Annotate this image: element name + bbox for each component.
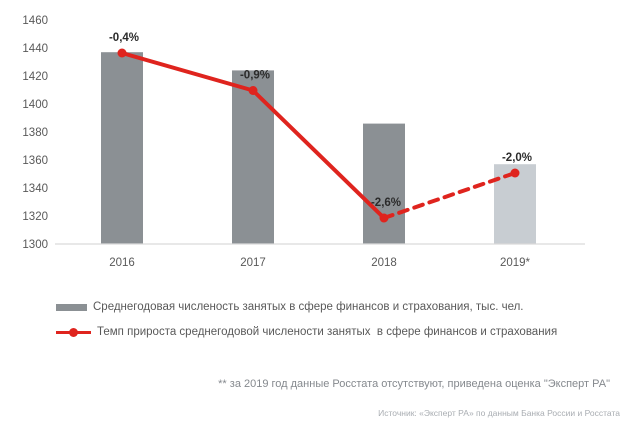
bar-swatch-icon (56, 303, 87, 311)
legend-item-bars: Среднегодовая численость занятых в сфере… (56, 301, 557, 313)
growth-label-2016: -0,4% (109, 32, 139, 44)
chart-svg: 1300 1320 1340 1360 1380 1400 1420 1440 1460 2016… (22, 15, 585, 269)
y-axis-tick-1320: 1320 (22, 211, 48, 223)
line-swatch-icon (56, 327, 91, 337)
y-axis-tick-1300: 1300 (22, 239, 48, 251)
y-axis-tick-1360: 1360 (22, 155, 48, 167)
legend-item-line: Темп прироста среднегодовой числености з… (56, 326, 557, 338)
bar-2016[interactable] (101, 52, 143, 245)
bar-2017[interactable] (232, 70, 274, 245)
legend: Среднегодовая численость занятых в сфере… (56, 301, 557, 338)
y-axis-tick-1380: 1380 (22, 127, 48, 139)
x-axis-tick-2018: 2018 (371, 257, 397, 269)
x-axis-tick-2016: 2016 (109, 257, 135, 269)
legend-label-bars: Среднегодовая численость занятых в сфере… (93, 301, 524, 313)
growth-point-2017[interactable] (248, 86, 258, 95)
growth-line-segment-1 (251, 88, 386, 220)
source-caption: Источник: «Эксперт РА» по данным Банка Р… (378, 408, 620, 418)
x-axis-tick-2017: 2017 (240, 257, 266, 269)
legend-label-line: Темп прироста среднегодовой числености з… (97, 326, 558, 338)
footnote: ** за 2019 год данные Росстата отсутству… (218, 378, 610, 390)
growth-label-2019*: -2,0% (502, 152, 532, 164)
y-axis-tick-1420: 1420 (22, 71, 48, 83)
y-axis-tick-1400: 1400 (22, 99, 48, 111)
growth-label-2018: -2,6% (371, 197, 401, 209)
growth-point-2018[interactable] (379, 213, 389, 223)
y-axis-tick-1440: 1440 (22, 43, 48, 55)
growth-label-2017: -0,9% (240, 70, 270, 82)
line-swatch-marker (69, 327, 78, 337)
y-axis-tick-1340: 1340 (22, 183, 48, 195)
growth-line-segment-0 (120, 51, 255, 93)
x-axis-tick-2019*: 2019* (500, 257, 531, 269)
bar-2018[interactable] (363, 123, 405, 244)
y-axis-tick-1460: 1460 (22, 15, 48, 27)
growth-point-2019*[interactable] (510, 168, 520, 178)
growth-point-2016[interactable] (117, 48, 127, 58)
growth-line-segment-2 (382, 171, 517, 220)
